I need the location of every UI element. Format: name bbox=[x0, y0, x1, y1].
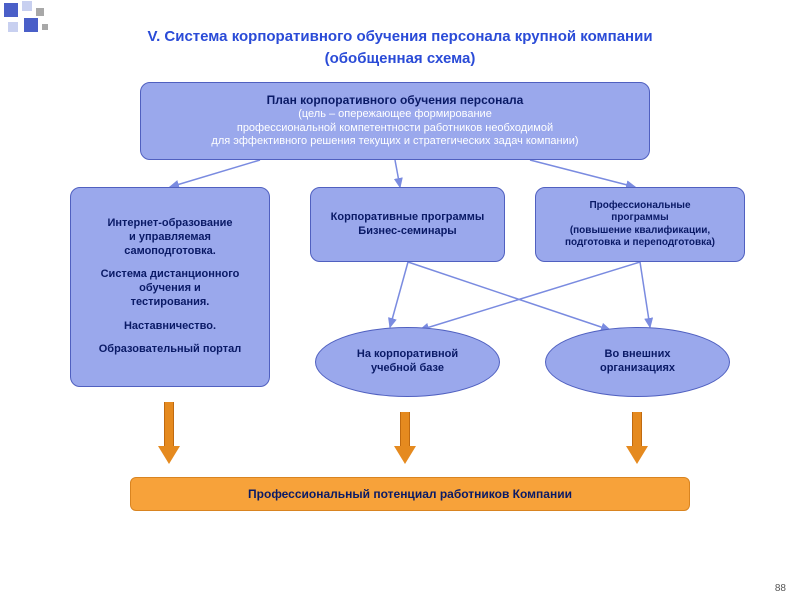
internet-p4: Образовательный портал bbox=[79, 343, 261, 357]
internet-p2b: обучения и bbox=[79, 282, 261, 296]
prof-l2: программы bbox=[544, 212, 736, 225]
down-arrow-3 bbox=[622, 412, 652, 464]
title-line2: (обобщенная схема) bbox=[325, 50, 476, 67]
plan-box: План корпоративного обучения персонала (… bbox=[140, 82, 650, 160]
corp-l1: Корпоративные программы bbox=[319, 211, 496, 225]
ell2-l2: организациях bbox=[600, 362, 675, 376]
internet-p1c: самоподготовка. bbox=[79, 245, 261, 259]
plan-line3: для эффективного решения текущих и страт… bbox=[149, 135, 641, 149]
corp-l2: Бизнес-семинары bbox=[319, 225, 496, 239]
down-arrow-1 bbox=[154, 402, 184, 464]
plan-line1: (цель – опережающее формирование bbox=[149, 108, 641, 122]
prof-l4: подготовка и переподготовка) bbox=[544, 237, 736, 250]
corporate-base-ellipse: На корпоративной учебной базе bbox=[315, 327, 500, 397]
bottom-potential-bar: Профессиональный потенциал работников Ко… bbox=[130, 477, 690, 511]
plan-heading: План корпоративного обучения персонала bbox=[149, 93, 641, 108]
internet-p3: Наставничество. bbox=[79, 320, 261, 334]
diagram-canvas: План корпоративного обучения персонала (… bbox=[20, 77, 780, 577]
professional-programs-box: Профессиональные программы (повышение кв… bbox=[535, 187, 745, 262]
prof-l1: Профессиональные bbox=[544, 200, 736, 213]
internet-p2a: Система дистанционного bbox=[79, 268, 261, 282]
title-line1: V. Система корпоративного обучения персо… bbox=[147, 28, 652, 45]
plan-line2: профессиональной компетентности работник… bbox=[149, 122, 641, 136]
page-number: 88 bbox=[775, 583, 786, 594]
bottom-label: Профессиональный потенциал работников Ко… bbox=[248, 487, 572, 501]
ell2-l1: Во внешних bbox=[600, 348, 675, 362]
slide-subtitle: (обобщенная схема) bbox=[0, 50, 800, 67]
internet-p1a: Интернет-образование bbox=[79, 217, 261, 231]
corner-decoration bbox=[0, 0, 100, 40]
internet-education-box: Интернет-образование и управляемая самоп… bbox=[70, 187, 270, 387]
external-orgs-ellipse: Во внешних организациях bbox=[545, 327, 730, 397]
slide-title: V. Система корпоративного обучения персо… bbox=[0, 0, 800, 50]
corporate-programs-box: Корпоративные программы Бизнес-семинары bbox=[310, 187, 505, 262]
internet-p1b: и управляемая bbox=[79, 231, 261, 245]
prof-l3: (повышение квалификации, bbox=[544, 225, 736, 238]
down-arrow-2 bbox=[390, 412, 420, 464]
ell1-l1: На корпоративной bbox=[357, 348, 458, 362]
ell1-l2: учебной базе bbox=[357, 362, 458, 376]
internet-p2c: тестирования. bbox=[79, 296, 261, 310]
